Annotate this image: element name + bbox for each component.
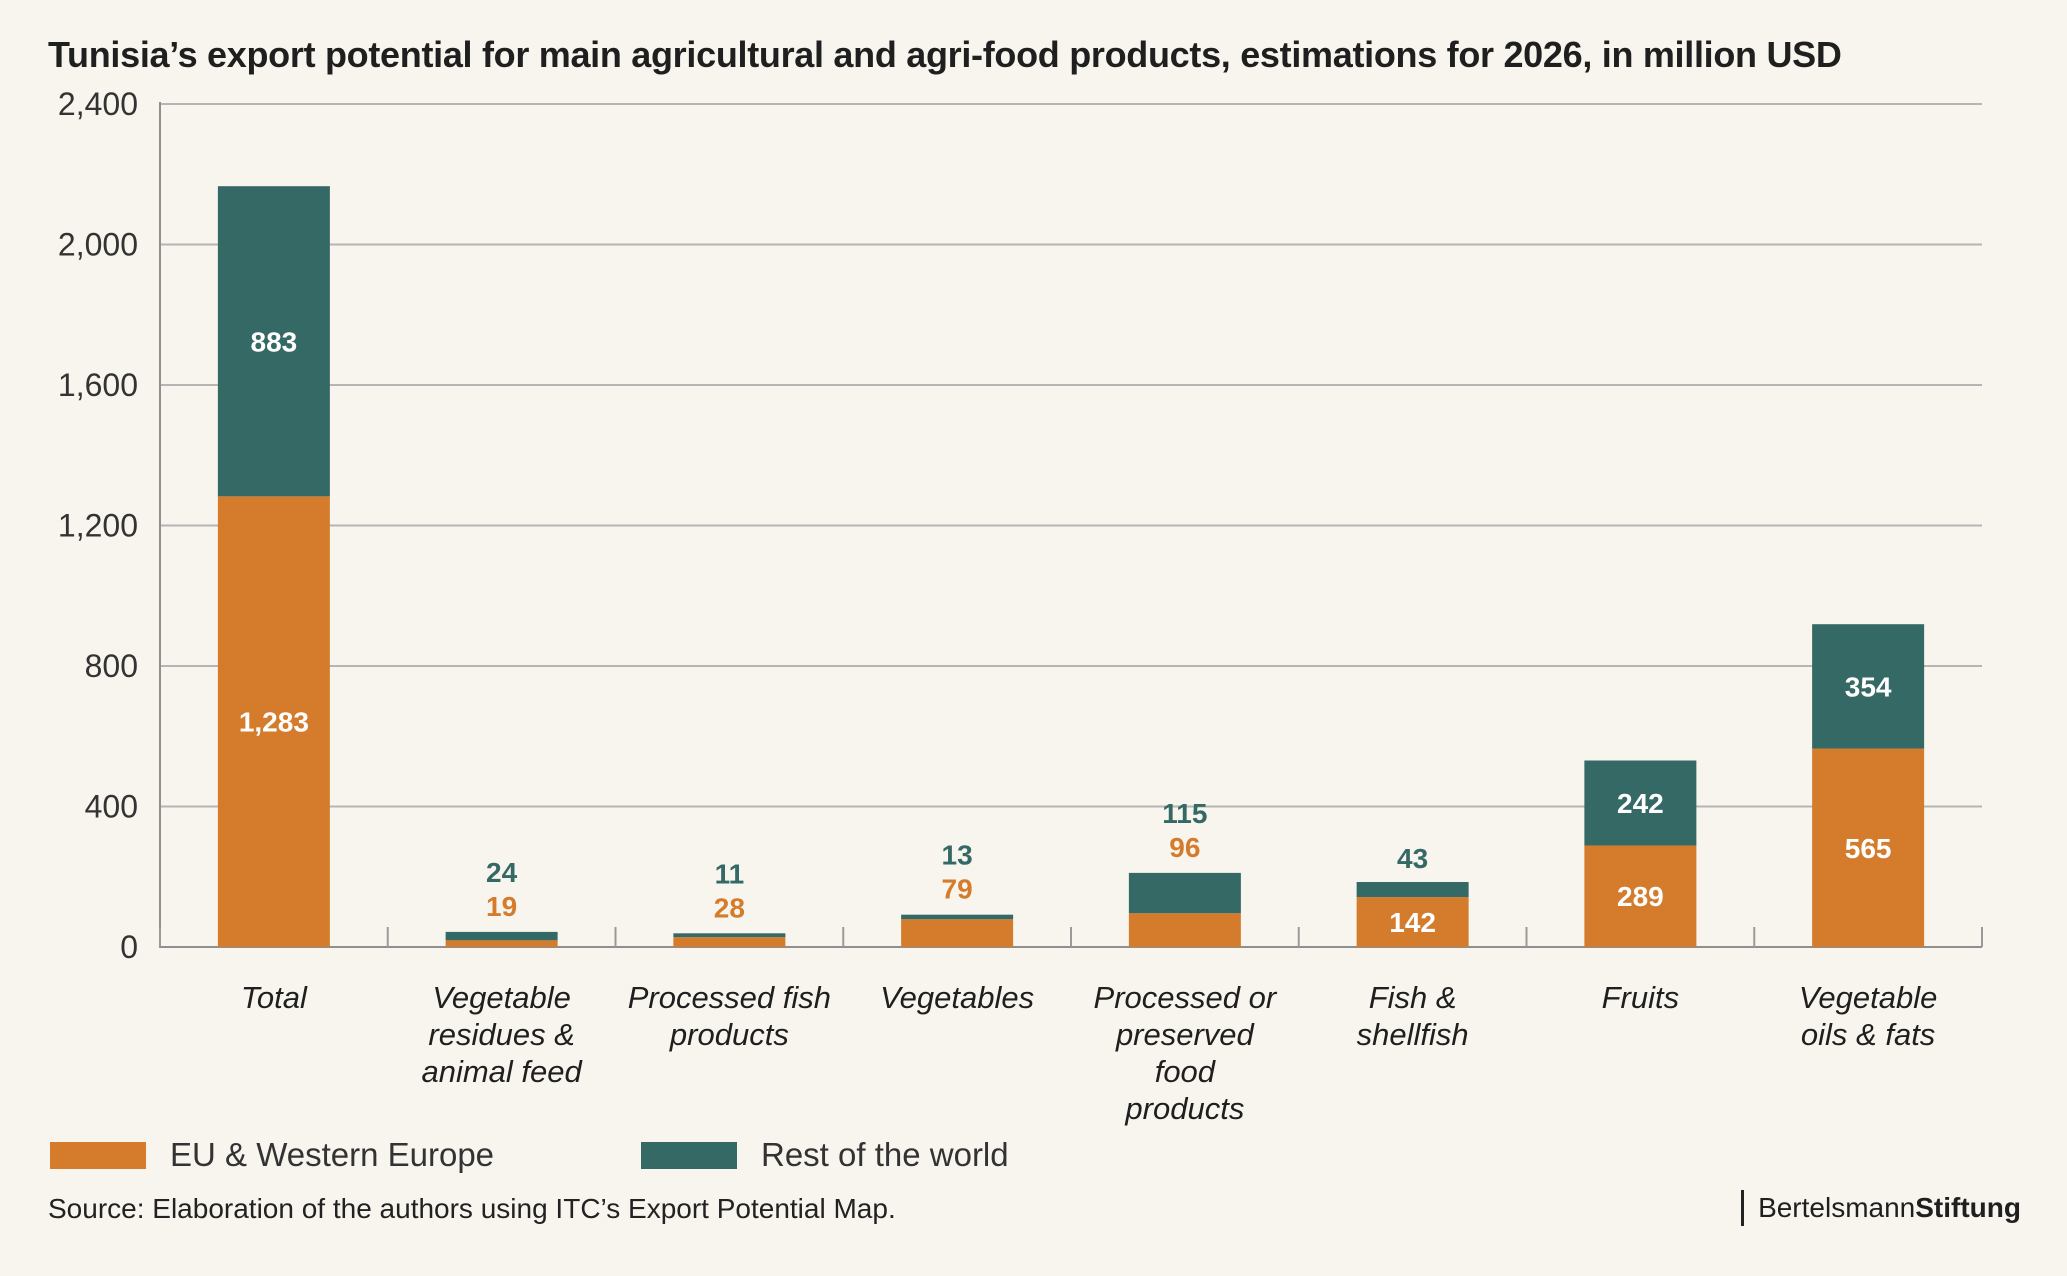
bar-rest <box>673 933 786 938</box>
data-label-rest: 43 <box>1397 843 1428 874</box>
category-label: animal feed <box>421 1054 583 1089</box>
legend-item-rest: Rest of the world <box>641 1136 1009 1174</box>
category-label: Vegetable <box>432 980 570 1015</box>
bar-eu <box>217 496 330 947</box>
category-label: Fruits <box>1602 980 1680 1015</box>
y-tick-label: 800 <box>85 648 138 684</box>
data-label-eu: 565 <box>1845 833 1892 864</box>
legend-label-eu: EU & Western Europe <box>170 1136 495 1173</box>
category-label: food <box>1155 1054 1217 1089</box>
category-label: Vegetables <box>880 980 1034 1015</box>
bar-rest <box>217 186 330 497</box>
category-label: products <box>1124 1091 1244 1126</box>
bar-eu <box>901 919 1014 947</box>
logo-part1: Bertelsmann <box>1758 1192 1916 1223</box>
bar-rest <box>445 931 558 941</box>
legend-label-rest: Rest of the world <box>761 1136 1009 1173</box>
category-label: Processed fish <box>628 980 831 1015</box>
data-label-rest: 883 <box>251 326 298 357</box>
bar-rest <box>901 914 1014 920</box>
bar-rest <box>1584 760 1697 846</box>
bar-rest <box>1356 882 1469 898</box>
data-label-rest: 242 <box>1617 788 1664 819</box>
category-label: residues & <box>428 1017 574 1052</box>
legend-item-eu: EU & Western Europe <box>50 1136 494 1174</box>
category-label: Fish & <box>1369 980 1457 1015</box>
category-label: Total <box>241 980 308 1015</box>
chart-title: Tunisia’s export potential for main agri… <box>48 34 1842 75</box>
data-label-eu: 79 <box>942 874 973 905</box>
data-label-rest: 11 <box>715 858 745 889</box>
category-label: preserved <box>1115 1017 1256 1052</box>
bar-eu <box>445 940 558 947</box>
data-label-eu: 96 <box>1169 832 1200 863</box>
category-label: Vegetable <box>1799 980 1937 1015</box>
bar-eu <box>1356 897 1469 947</box>
bar-eu <box>1812 748 1925 947</box>
data-label-rest: 115 <box>1162 798 1207 829</box>
legend-swatch-eu <box>50 1141 146 1169</box>
source-note: Source: Elaboration of the authors using… <box>48 1193 896 1224</box>
bertelsmann-logo: BertelsmannStiftung <box>1741 1190 2021 1226</box>
data-label-rest: 354 <box>1845 671 1892 702</box>
category-label: products <box>669 1017 789 1052</box>
category-label: Processed or <box>1094 980 1278 1015</box>
y-tick-label: 1,200 <box>58 508 138 544</box>
y-tick-label: 400 <box>85 789 138 825</box>
y-tick-label: 0 <box>120 929 138 965</box>
data-label-eu: 289 <box>1617 881 1664 912</box>
bar-rest <box>1812 624 1925 749</box>
bar-eu <box>1584 845 1697 947</box>
bar-rest <box>1128 872 1241 914</box>
data-label-rest: 24 <box>486 857 518 888</box>
category-label: oils & fats <box>1801 1017 1935 1052</box>
data-label-eu: 1,283 <box>239 707 309 738</box>
y-tick-label: 1,600 <box>58 367 138 403</box>
category-label: shellfish <box>1357 1017 1469 1052</box>
data-label-eu: 28 <box>714 892 745 923</box>
data-label-eu: 142 <box>1389 907 1436 938</box>
data-label-eu: 19 <box>486 891 517 922</box>
bar-eu <box>673 937 786 947</box>
logo-part2: Stiftung <box>1915 1192 2021 1223</box>
bar-eu <box>1128 913 1241 947</box>
y-tick-label: 2,000 <box>58 227 138 263</box>
y-tick-label: 2,400 <box>58 86 138 122</box>
data-label-rest: 13 <box>942 840 973 871</box>
legend-swatch-rest <box>641 1141 737 1169</box>
chart-plot: 0 400 800 1,200 1,600 2,000 2,400 1,283 883 Total… <box>58 86 1983 1126</box>
